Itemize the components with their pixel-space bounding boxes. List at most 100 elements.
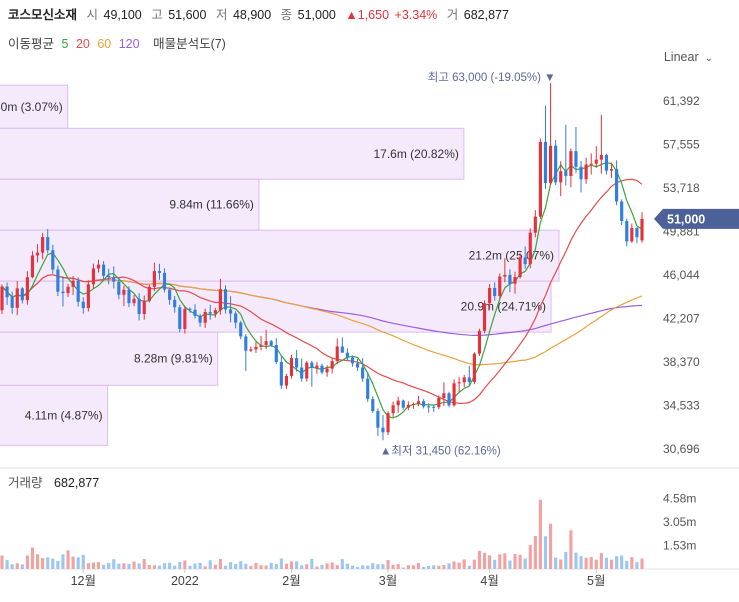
volume-bar [518,554,522,569]
volume-bar [223,565,228,569]
candle-body [279,362,283,386]
time-tick-label: 2022 [171,574,199,588]
ma60-legend[interactable]: 60 [97,37,112,51]
candle-body [574,151,578,167]
candle-body [315,365,319,368]
candle-body [371,398,375,412]
volume-bar [35,554,40,569]
volume-bar [46,557,50,569]
candle-body [457,382,461,384]
candle-body [411,404,416,406]
candle-body [355,363,360,368]
volume-bar [548,523,553,569]
candle-body [112,277,116,282]
volume-bar [310,558,314,569]
volume-tick-label: 3.05m [663,515,696,529]
price-tick-label: 30,696 [663,442,700,456]
candle-body [604,155,609,171]
candle-body [350,357,355,364]
volume-bar [361,565,365,569]
volume-profile-label[interactable]: 매물분석도(7) [153,37,226,51]
open-label: 시 [86,8,99,22]
candle-body [320,365,324,373]
volume-bar [107,562,111,569]
candle-body [640,218,644,241]
volume-bar [432,565,436,569]
scale-dropdown[interactable]: Linear ⌄ [664,50,713,64]
candle-body [284,375,289,386]
volume-bar [503,553,507,569]
volume-bar [609,559,614,569]
volume-bar [493,559,497,569]
volume-bar [508,560,512,569]
time-tick-label: 3월 [379,574,397,588]
change-percent: +3.34% [394,8,438,22]
volume-bar [396,564,400,569]
candle-body [86,284,90,309]
stock-name: 코스모신소재 [8,8,78,22]
volume-bar [533,536,537,569]
price-tick-label: 53,718 [663,181,700,195]
candle-body [422,401,426,407]
volume-bar [234,564,238,569]
volume-bar [447,563,451,569]
candle-body [548,145,553,183]
volume-bar [137,563,141,569]
volume-bar [620,555,624,569]
candle-body [249,349,253,351]
volume-profile-layer: 2.60m (3.07%) 17.6m (20.82%) 9.84m (11.66%… [0,84,560,446]
volume-bar [269,562,273,569]
volume-bar [152,565,156,569]
volume-bar [584,557,588,569]
volume-profile-label: 20.9m (24.71%) [461,300,546,314]
volume-bar [112,559,116,569]
min-price-annotation: ▲최저 31,450 (62.16%) [380,444,501,457]
candle-body [513,276,517,284]
candle-body [96,264,101,269]
volume-bar [300,565,304,569]
ma5-legend[interactable]: 5 [61,37,69,51]
volume-bar [604,557,609,569]
candle-body [488,287,492,304]
volume-bar [61,554,65,569]
candle-body [472,353,476,382]
volume-profile-label: 2.60m (3.07%) [0,100,63,114]
time-tick-label: 12월 [71,574,96,588]
candle-body [584,164,588,180]
volume-bar [579,556,583,569]
volume-profile-label: 9.84m (11.66%) [169,198,254,212]
candle-body [564,171,568,176]
indicator-legend: 이동평균 5 20 60 120 매물분석도(7) [8,33,230,52]
volume-bar [25,555,29,569]
ma20-legend[interactable]: 20 [75,37,90,51]
volume-bar [30,547,35,569]
volume-bar [498,554,502,569]
volume-bar [71,556,75,569]
volume-bar [178,562,182,569]
moving-average-label[interactable]: 이동평균 [8,37,55,51]
volume-bar [173,565,177,569]
price-tick-label: 61,392 [663,94,700,108]
candle-body [102,264,106,276]
candle-body [15,288,19,308]
volume-bar [635,562,639,569]
volume-value: 682,877 [463,8,509,22]
volume-bar [51,558,55,569]
candle-body [615,169,619,202]
volume-tick-label: 1.53m [663,539,696,553]
volume-profile-label: 21.2m (25.07%) [469,249,554,263]
volume-bar [376,564,380,569]
volume-bar [66,550,70,569]
low-label: 저 [215,8,228,22]
candle-body [208,311,212,314]
volume-bar [330,562,334,569]
volume-bar [513,553,517,569]
candle-body [147,286,151,301]
candle-body [325,368,329,373]
candle-body [0,286,4,311]
ma120-legend[interactable]: 120 [118,37,140,51]
candle-body [427,406,431,408]
candle-body [10,297,14,308]
candle-body [66,286,70,294]
